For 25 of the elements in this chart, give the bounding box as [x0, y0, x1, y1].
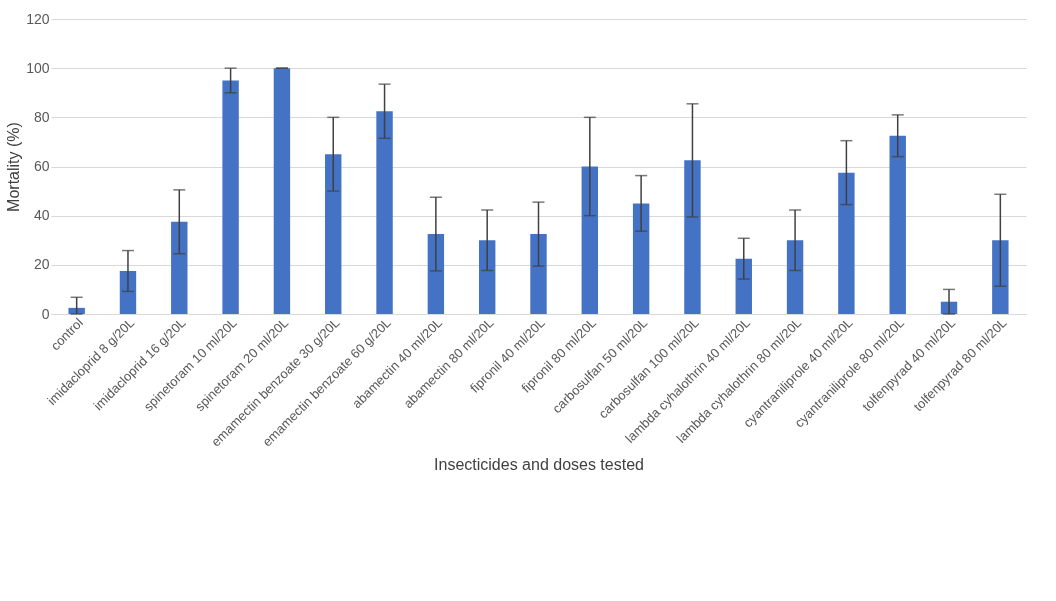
- bar: [171, 221, 188, 314]
- y-tick-label: 80: [33, 108, 50, 125]
- bar: [478, 240, 496, 314]
- bar: [530, 234, 547, 314]
- bar: [581, 166, 599, 314]
- bar: [325, 154, 342, 314]
- bar: [735, 258, 752, 314]
- bar: [889, 135, 906, 314]
- y-tick-label: 40: [33, 207, 50, 224]
- bar: [273, 68, 291, 314]
- y-tick-label: 0: [41, 305, 50, 322]
- bar: [632, 203, 650, 314]
- y-tick-label: 60: [33, 158, 50, 174]
- bar: [427, 234, 445, 314]
- y-tick-label: 100: [26, 59, 50, 76]
- bar: [222, 80, 239, 314]
- x-axis-title: Insecticides and doses tested: [434, 456, 644, 474]
- bar: [684, 160, 701, 314]
- bar: [376, 111, 393, 314]
- y-tick-label: 120: [26, 10, 50, 27]
- y-tick-label: 20: [33, 256, 50, 273]
- y-axis-title: Mortality (%): [5, 122, 23, 212]
- bar: [786, 240, 804, 314]
- bar: [838, 172, 855, 314]
- bar: [992, 240, 1009, 314]
